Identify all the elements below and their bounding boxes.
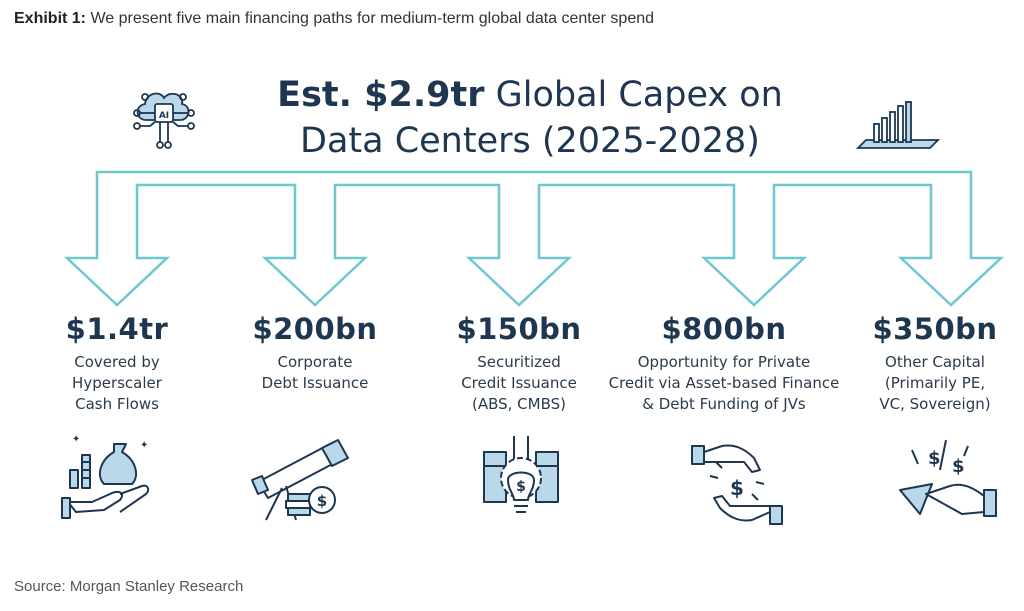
path-amount: $200bn [252, 312, 378, 346]
ai-chip-icon: AI [133, 92, 195, 149]
exhibit-caption: Exhibit 1: We present five main financin… [14, 10, 654, 28]
path-card-private-credit: $800bn Opportunity for Private Credit vi… [594, 310, 854, 415]
svg-text:AI: AI [159, 111, 169, 121]
source-note: Source: Morgan Stanley Research [14, 578, 244, 595]
bar-chart-icon [855, 101, 941, 149]
page-title: Est. $2.9tr Global Capex on Data Centers… [270, 72, 790, 164]
path-description: Opportunity for Private Credit via Asset… [608, 353, 840, 413]
path-amount: $1.4tr [65, 312, 169, 346]
path-card-corporate-debt: $200bn Corporate Debt Issuance [215, 310, 415, 394]
title-line1-rest: Global Capex on [484, 75, 783, 115]
svg-text:$: $ [928, 448, 941, 469]
exhibit-text: We present five main financing paths for… [86, 10, 655, 27]
svg-text:✦: ✦ [140, 440, 148, 451]
path-description: Corporate Debt Issuance [261, 353, 369, 392]
hand-reaching-dollars-icon: $ $ [899, 439, 997, 517]
exhibit-label: Exhibit 1: [14, 10, 87, 27]
path-description: Covered by Hyperscaler Cash Flows [72, 353, 162, 413]
lightbulb-gear-icon: $ [483, 436, 559, 513]
money-bag-hand-icon: ✦ ✦ [61, 434, 150, 519]
path-card-hyperscaler: $1.4tr Covered by Hyperscaler Cash Flows [17, 310, 217, 415]
svg-text:$: $ [516, 479, 526, 495]
path-amount: $800bn [661, 312, 787, 346]
telescope-coin-icon: $ [251, 439, 349, 521]
title-line2: Data Centers (2025-2028) [300, 121, 760, 161]
svg-text:✦: ✦ [72, 434, 80, 445]
svg-text:$: $ [952, 456, 965, 477]
path-amount: $350bn [872, 312, 998, 346]
hands-exchange-dollar-icon: $ [691, 444, 783, 525]
path-amount: $150bn [456, 312, 582, 346]
path-card-securitized: $150bn Securitized Credit Issuance (ABS,… [419, 310, 619, 415]
svg-text:$: $ [317, 492, 327, 510]
arrow-connector [63, 170, 1005, 307]
path-card-other-capital: $350bn Other Capital (Primarily PE, VC, … [845, 310, 1024, 415]
path-description: Securitized Credit Issuance (ABS, CMBS) [461, 353, 577, 413]
svg-text:$: $ [730, 476, 744, 500]
title-estimate: Est. $2.9tr [277, 75, 485, 115]
path-description: Other Capital (Primarily PE, VC, Soverei… [879, 353, 991, 413]
